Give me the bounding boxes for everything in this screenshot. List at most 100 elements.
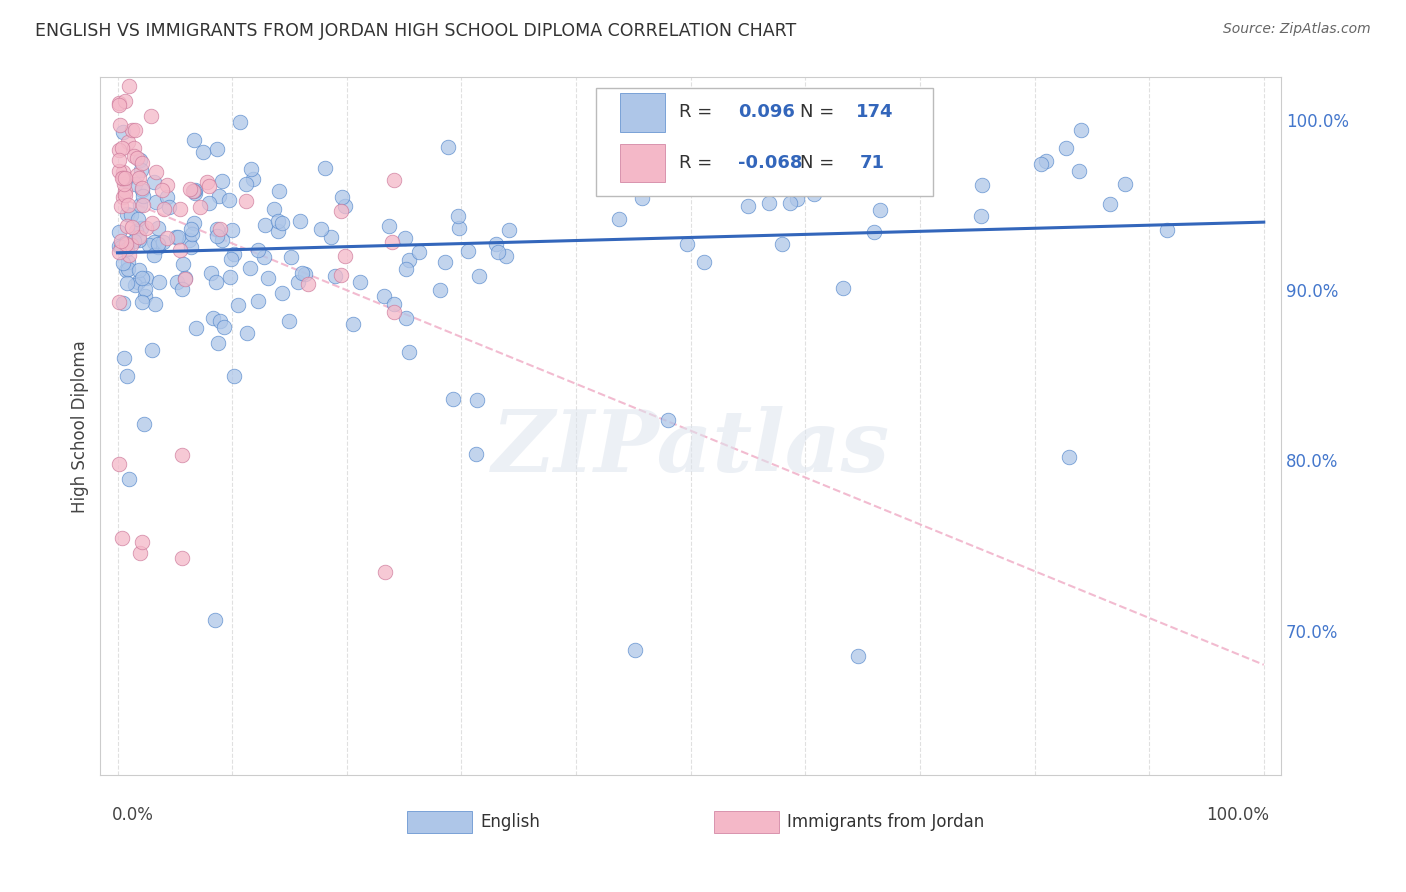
Point bbox=[117, 262, 139, 277]
Point bbox=[117, 255, 139, 269]
Point bbox=[664, 173, 686, 187]
Point bbox=[107, 98, 129, 112]
Point bbox=[394, 231, 416, 245]
Point bbox=[183, 184, 205, 198]
Point bbox=[108, 245, 131, 260]
Point bbox=[630, 190, 652, 204]
Point bbox=[242, 172, 264, 186]
Point bbox=[323, 268, 346, 283]
Point bbox=[117, 219, 139, 233]
Point bbox=[236, 326, 259, 340]
Point bbox=[114, 184, 136, 198]
FancyBboxPatch shape bbox=[620, 93, 665, 131]
Point bbox=[131, 183, 153, 197]
Point bbox=[157, 200, 180, 214]
Point bbox=[468, 268, 491, 283]
Point bbox=[115, 237, 138, 252]
Point bbox=[1070, 123, 1092, 137]
Point bbox=[184, 321, 207, 335]
Point bbox=[146, 237, 169, 252]
Point bbox=[294, 267, 316, 281]
Point bbox=[146, 220, 169, 235]
Point bbox=[267, 213, 290, 227]
Point bbox=[128, 229, 150, 244]
Point bbox=[170, 448, 193, 462]
Point bbox=[269, 185, 291, 199]
Point bbox=[166, 230, 188, 244]
Point bbox=[253, 218, 276, 232]
Point bbox=[184, 183, 207, 197]
Point bbox=[181, 184, 204, 198]
Point bbox=[174, 270, 197, 285]
Point bbox=[398, 253, 420, 268]
Point bbox=[121, 219, 143, 234]
Point bbox=[209, 221, 232, 235]
Point bbox=[120, 208, 142, 222]
Point bbox=[112, 190, 135, 204]
FancyBboxPatch shape bbox=[596, 88, 932, 196]
Point bbox=[114, 188, 136, 202]
Point bbox=[374, 565, 396, 579]
Point bbox=[125, 223, 148, 237]
Text: 0.096: 0.096 bbox=[738, 103, 794, 121]
Point bbox=[179, 182, 201, 196]
Point bbox=[267, 224, 290, 238]
Point bbox=[179, 233, 201, 247]
Point bbox=[207, 335, 229, 350]
Point bbox=[108, 118, 131, 132]
Point bbox=[121, 123, 143, 137]
Point bbox=[657, 413, 679, 427]
Point bbox=[297, 277, 319, 292]
Text: N =: N = bbox=[800, 103, 841, 121]
Point bbox=[240, 162, 263, 177]
Point bbox=[204, 614, 226, 628]
Point bbox=[112, 351, 135, 365]
Point bbox=[166, 275, 188, 289]
Point bbox=[495, 249, 517, 263]
Point bbox=[108, 96, 131, 111]
Point bbox=[349, 276, 371, 290]
Point bbox=[831, 281, 853, 295]
Text: ENGLISH VS IMMIGRANTS FROM JORDAN HIGH SCHOOL DIPLOMA CORRELATION CHART: ENGLISH VS IMMIGRANTS FROM JORDAN HIGH S… bbox=[35, 22, 796, 40]
Point bbox=[108, 239, 131, 253]
Point bbox=[115, 207, 138, 221]
Point bbox=[235, 194, 257, 208]
Point bbox=[676, 236, 699, 251]
Point bbox=[287, 275, 309, 289]
Point bbox=[429, 283, 451, 297]
Point bbox=[124, 148, 146, 162]
Point bbox=[180, 240, 202, 254]
Point bbox=[172, 257, 194, 271]
Point bbox=[221, 223, 243, 237]
Point bbox=[394, 262, 416, 277]
Point bbox=[447, 220, 470, 235]
Point bbox=[218, 193, 240, 207]
Point bbox=[280, 250, 302, 264]
Point bbox=[115, 368, 138, 383]
Point bbox=[111, 531, 134, 545]
Point bbox=[115, 276, 138, 290]
Text: 174: 174 bbox=[856, 103, 893, 121]
Point bbox=[124, 123, 146, 137]
Point bbox=[111, 296, 134, 310]
Text: N =: N = bbox=[800, 154, 841, 172]
Point bbox=[180, 221, 202, 235]
Point bbox=[229, 115, 252, 129]
Point bbox=[191, 145, 214, 159]
Point bbox=[314, 161, 336, 175]
Point bbox=[441, 392, 464, 406]
Point bbox=[224, 369, 246, 384]
Point bbox=[333, 199, 356, 213]
Point bbox=[211, 233, 233, 247]
Point bbox=[108, 143, 131, 157]
Point bbox=[124, 278, 146, 293]
Point bbox=[143, 248, 166, 262]
Point bbox=[207, 142, 229, 156]
Point bbox=[398, 344, 420, 359]
Point bbox=[770, 237, 793, 252]
Point bbox=[139, 109, 162, 123]
Point bbox=[869, 203, 891, 218]
Point bbox=[205, 221, 228, 235]
Text: -0.068: -0.068 bbox=[738, 154, 803, 172]
Point bbox=[131, 156, 153, 170]
